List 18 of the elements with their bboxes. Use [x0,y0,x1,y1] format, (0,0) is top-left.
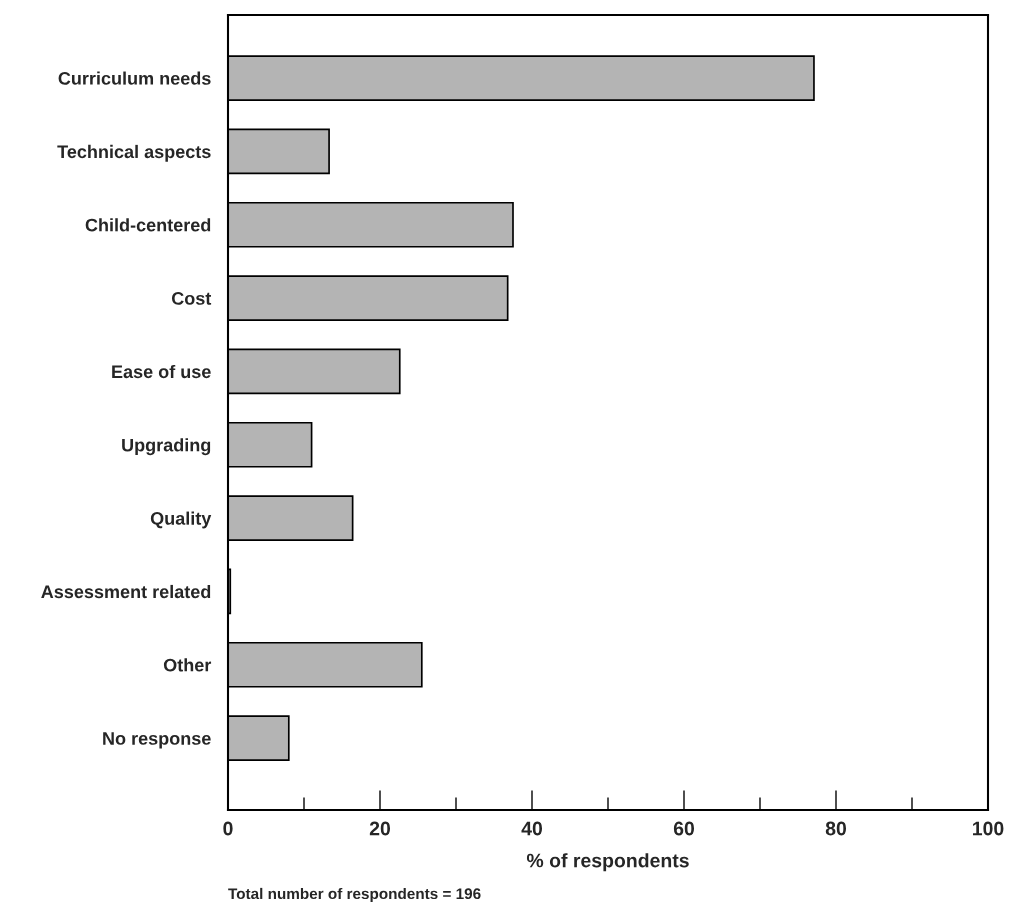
x-tick-label: 40 [521,821,543,836]
x-tick-label: 0 [223,821,233,836]
y-tick-label: Upgrading [122,438,211,456]
y-tick-label: Assessment related [41,584,211,599]
x-tick-label: 20 [369,821,391,836]
y-tick-label: Technical aspects [57,144,211,162]
y-tick-label: Ease of use [112,364,211,379]
x-tick-label: 100 [973,821,1004,836]
y-tick-label: Cost [171,292,212,305]
y-tick-label: Curriculum needs [58,71,211,85]
x-tick-label: 80 [825,821,847,836]
y-tick-label: No response [103,732,211,749]
x-tick-label: 60 [673,821,695,836]
y-tick-label: Child-centered [85,218,211,232]
y-tick-label: Quality [150,511,212,529]
text: Total number of respondents = 196 [228,887,481,903]
y-tick-label: Other [163,658,212,672]
x-axis-title: % of respondents [526,853,689,872]
